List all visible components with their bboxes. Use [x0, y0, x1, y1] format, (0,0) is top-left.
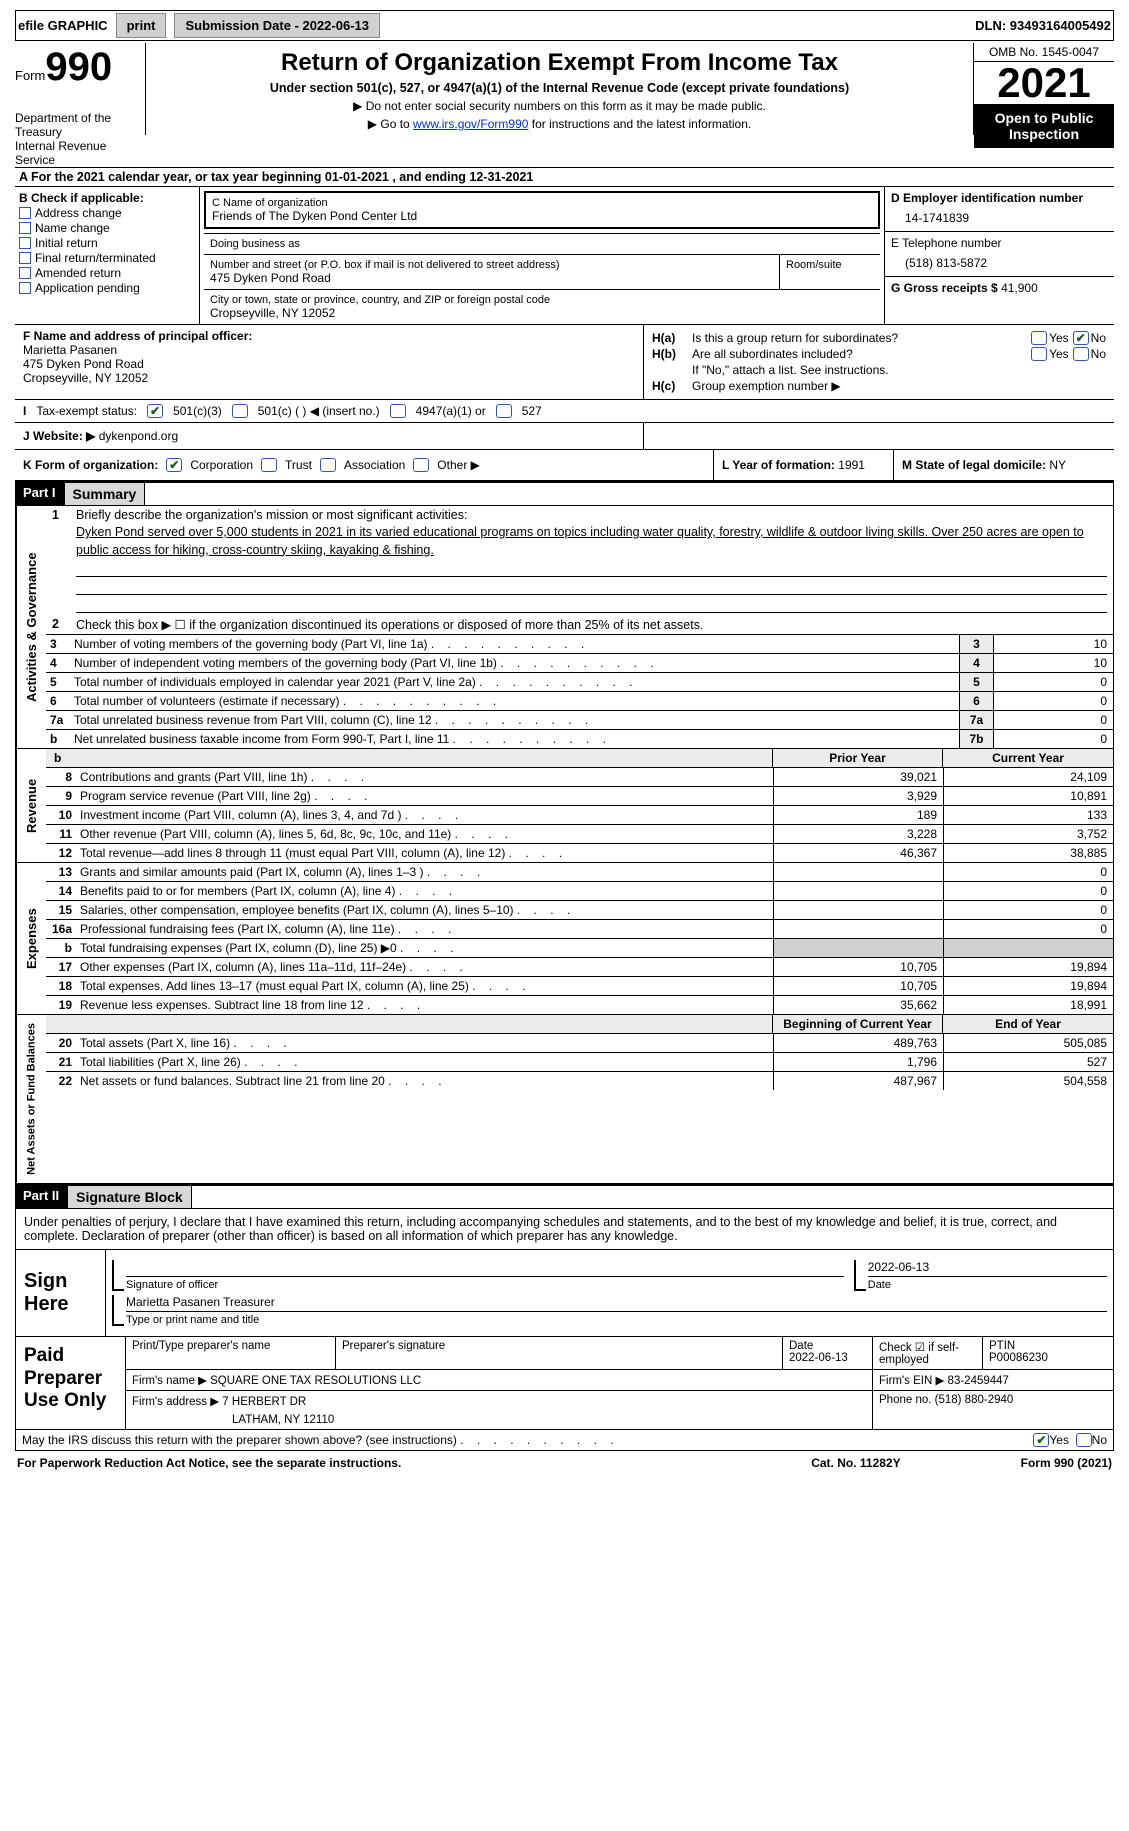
sign-here-label: Sign Here: [16, 1250, 106, 1336]
catalog-number: Cat. No. 11282Y: [811, 1456, 900, 1470]
open-to-public: Open to Public Inspection: [974, 104, 1114, 148]
box-b-header: B Check if applicable:: [19, 191, 195, 205]
header-row: Form990 Department of the Treasury Inter…: [15, 43, 1114, 167]
box-b: B Check if applicable: Address change Na…: [15, 187, 200, 324]
part-2-title: Signature Block: [67, 1185, 192, 1209]
box-d-e-g: D Employer identification number 14-1741…: [884, 187, 1114, 324]
row-l: L Year of formation: 1991: [714, 450, 894, 480]
part-1-title: Summary: [64, 482, 146, 506]
efile-label: efile GRAPHIC: [18, 18, 108, 33]
ptin-value: P00086230: [989, 1352, 1107, 1364]
print-button[interactable]: print: [116, 13, 167, 38]
checkbox-address-change[interactable]: [19, 207, 31, 219]
room-label: Room/suite: [786, 259, 874, 271]
row-m: M State of legal domicile: NY: [894, 450, 1114, 480]
irs-discuss-row: May the IRS discuss this return with the…: [15, 1430, 1114, 1451]
checkbox-trust[interactable]: [261, 458, 277, 472]
gross-receipts-label: G Gross receipts $: [891, 281, 998, 295]
firm-phone: (518) 880-2940: [935, 1394, 1014, 1406]
mission-text: Dyken Pond served over 5,000 students in…: [76, 525, 1084, 557]
tab-expenses: Expenses: [16, 863, 46, 1014]
form-note-2: ▶ Go to www.irs.gov/Form990 for instruct…: [154, 117, 965, 131]
irs-link[interactable]: www.irs.gov/Form990: [413, 117, 528, 131]
checkbox-corporation[interactable]: ✔: [166, 458, 182, 472]
address-value: 475 Dyken Pond Road: [210, 271, 773, 285]
checkbox-501c[interactable]: [232, 404, 248, 418]
officer-name: Marietta Pasanen: [23, 343, 635, 357]
row-k-form-org: K Form of organization: ✔Corporation Tru…: [15, 450, 714, 480]
line-1-label: Briefly describe the organization's miss…: [76, 508, 1107, 522]
checkbox-final-return[interactable]: [19, 252, 31, 264]
org-name-label: C Name of organization: [212, 197, 872, 209]
form-title: Return of Organization Exempt From Incom…: [154, 49, 965, 77]
form-note-1: ▶ Do not enter social security numbers o…: [154, 99, 965, 113]
form-footer: Form 990 (2021): [1021, 1456, 1112, 1470]
prep-date: 2022-06-13: [789, 1352, 866, 1364]
col-current-year: Current Year: [943, 749, 1113, 767]
part-2-label: Part II: [15, 1185, 67, 1209]
signature-declaration: Under penalties of perjury, I declare th…: [15, 1209, 1114, 1250]
firm-address: 7 HERBERT DR: [222, 1396, 306, 1408]
topbar: efile GRAPHIC print Submission Date - 20…: [15, 10, 1114, 41]
paperwork-notice: For Paperwork Reduction Act Notice, see …: [17, 1456, 401, 1470]
checkbox-ha-yes[interactable]: [1031, 331, 1047, 345]
officer-addr2: Cropseyville, NY 12052: [23, 371, 635, 385]
dln-label: DLN: 93493164005492: [975, 18, 1111, 33]
row-i-tax-status: I Tax-exempt status: ✔501(c)(3) 501(c) (…: [15, 399, 1114, 422]
checkbox-discuss-yes[interactable]: ✔: [1033, 1433, 1049, 1447]
form-number: 990: [45, 45, 112, 89]
tax-year: 2021: [974, 62, 1114, 104]
submission-date-button[interactable]: Submission Date - 2022-06-13: [174, 13, 380, 38]
box-c: C Name of organization Friends of The Dy…: [200, 187, 884, 324]
officer-printed-name: Marietta Pasanen Treasurer: [126, 1295, 1107, 1311]
col-prior-year: Prior Year: [773, 749, 943, 767]
city-value: Cropseyville, NY 12052: [210, 306, 874, 320]
checkbox-amended[interactable]: [19, 267, 31, 279]
checkbox-hb-yes[interactable]: [1031, 347, 1047, 361]
officer-signature-label: Signature of officer: [126, 1276, 844, 1291]
box-f: F Name and address of principal officer:…: [15, 325, 644, 399]
dba-label: Doing business as: [210, 238, 874, 250]
phone-value: (518) 813-5872: [905, 256, 1108, 270]
checkbox-other[interactable]: [413, 458, 429, 472]
line-2-label: Check this box ▶ ☐ if the organization d…: [76, 617, 1107, 632]
col-end-year: End of Year: [943, 1015, 1113, 1033]
checkbox-association[interactable]: [320, 458, 336, 472]
col-beginning-year: Beginning of Current Year: [773, 1015, 943, 1033]
checkbox-4947[interactable]: [390, 404, 406, 418]
form-subtitle: Under section 501(c), 527, or 4947(a)(1)…: [154, 81, 965, 95]
checkbox-ha-no[interactable]: ✔: [1073, 331, 1089, 345]
checkbox-discuss-no[interactable]: [1076, 1433, 1092, 1447]
org-name: Friends of The Dyken Pond Center Ltd: [212, 209, 872, 223]
checkbox-hb-no[interactable]: [1073, 347, 1089, 361]
gross-receipts-value: 41,900: [1001, 281, 1038, 295]
part-1-label: Part I: [15, 482, 64, 506]
checkbox-initial-return[interactable]: [19, 237, 31, 249]
firm-name: SQUARE ONE TAX RESOLUTIONS LLC: [210, 1375, 421, 1387]
city-label: City or town, state or province, country…: [210, 294, 874, 306]
checkbox-name-change[interactable]: [19, 222, 31, 234]
officer-addr1: 475 Dyken Pond Road: [23, 357, 635, 371]
phone-label: E Telephone number: [891, 236, 1108, 250]
ein-value: 14-1741839: [905, 211, 1108, 225]
tab-net-assets: Net Assets or Fund Balances: [16, 1015, 46, 1183]
address-label: Number and street (or P.O. box if mail i…: [210, 259, 773, 271]
ein-label: D Employer identification number: [891, 191, 1108, 205]
firm-ein: 83-2459447: [948, 1375, 1009, 1387]
officer-label: F Name and address of principal officer:: [23, 329, 635, 343]
department-label: Department of the Treasury Internal Reve…: [15, 111, 145, 167]
row-j-website: J Website: ▶ dykenpond.org: [15, 423, 644, 449]
self-employed-check: Check ☑ if self-employed: [873, 1337, 983, 1369]
box-h: H(a) Is this a group return for subordin…: [644, 325, 1114, 399]
form-label: Form: [15, 68, 45, 83]
paid-preparer-label: Paid Preparer Use Only: [16, 1337, 126, 1429]
checkbox-527[interactable]: [496, 404, 512, 418]
checkbox-application-pending[interactable]: [19, 282, 31, 294]
tab-activities-governance: Activities & Governance: [16, 506, 46, 748]
checkbox-501c3[interactable]: ✔: [147, 404, 163, 418]
signature-date: 2022-06-13: [868, 1260, 1107, 1276]
tab-revenue: Revenue: [16, 749, 46, 862]
website-value: dykenpond.org: [99, 429, 178, 443]
row-a-tax-year: A For the 2021 calendar year, or tax yea…: [15, 167, 1114, 186]
